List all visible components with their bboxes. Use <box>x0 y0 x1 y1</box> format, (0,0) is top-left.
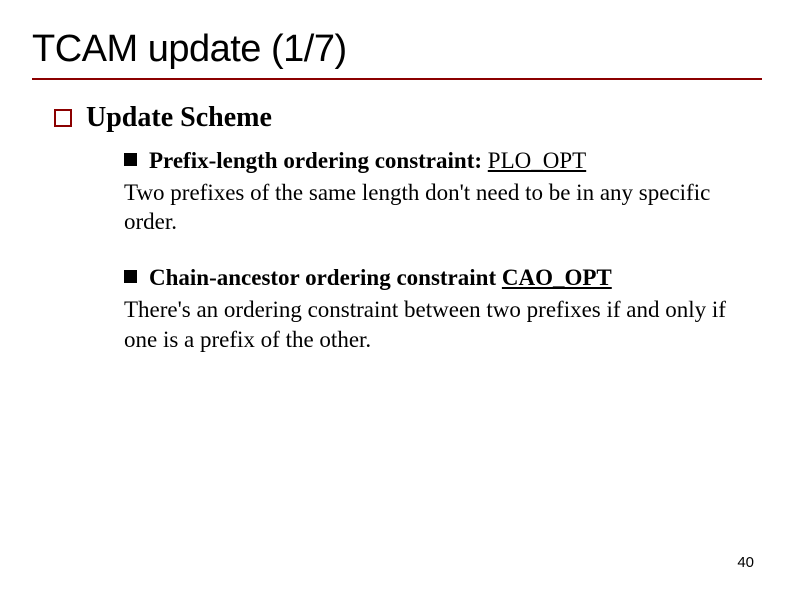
list-item-head: Prefix-length ordering constraint: PLO_O… <box>149 146 586 176</box>
list-item-head: Chain-ancestor ordering constraint CAO_O… <box>149 263 612 293</box>
filled-square-icon <box>124 153 137 166</box>
list-item-body: Two prefixes of the same length don't ne… <box>124 178 762 238</box>
list-item-head-tag: CAO_OPT <box>502 265 612 290</box>
list-item-body: There's an ordering constraint between t… <box>124 295 762 355</box>
section-row: Update Scheme <box>54 102 762 134</box>
list-item: Chain-ancestor ordering constraint CAO_O… <box>124 263 762 355</box>
section-heading: Update Scheme <box>86 102 272 134</box>
list-item-head-bold: Prefix-length ordering constraint: <box>149 148 482 173</box>
list-item-head-bold: Chain-ancestor ordering constraint <box>149 265 496 290</box>
list-item-head-row: Chain-ancestor ordering constraint CAO_O… <box>124 263 762 293</box>
list-item: Prefix-length ordering constraint: PLO_O… <box>124 146 762 238</box>
list-item-head-row: Prefix-length ordering constraint: PLO_O… <box>124 146 762 176</box>
slide-title: TCAM update (1/7) <box>32 28 762 80</box>
section-block: Update Scheme Prefix-length ordering con… <box>54 102 762 355</box>
hollow-box-icon <box>54 109 72 127</box>
page-number: 40 <box>737 554 754 571</box>
filled-square-icon <box>124 270 137 283</box>
slide: TCAM update (1/7) Update Scheme Prefix-l… <box>0 0 794 595</box>
list-item-head-tag: PLO_OPT <box>488 148 586 173</box>
